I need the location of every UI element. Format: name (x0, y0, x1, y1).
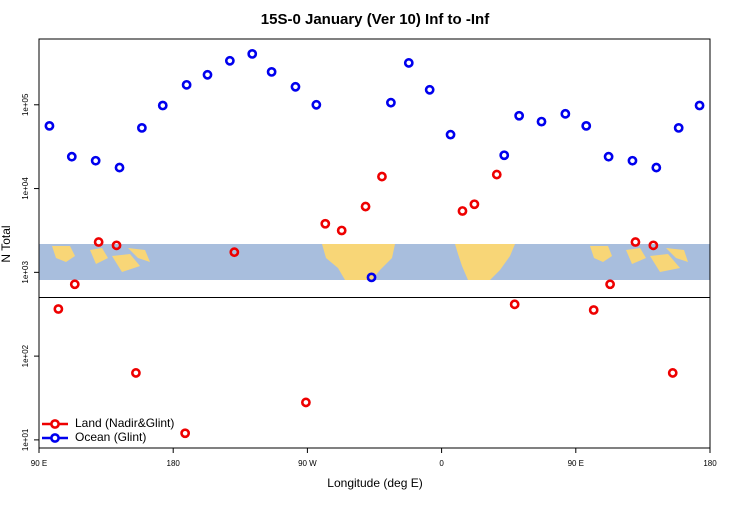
point (445, 129, 456, 140)
point (336, 225, 347, 236)
point (224, 55, 235, 66)
x-tick-label: 180 (703, 459, 717, 468)
point (588, 305, 599, 315)
point (266, 66, 277, 77)
point (603, 151, 614, 162)
point (157, 100, 168, 111)
x-tick-label: 90 E (568, 459, 584, 468)
point (648, 240, 659, 251)
point (536, 116, 547, 127)
point (627, 155, 638, 166)
point (90, 155, 101, 166)
plot-frame (38, 38, 711, 449)
point (320, 218, 331, 229)
legend-marker (50, 419, 60, 429)
point (247, 49, 258, 59)
x-tick-label: 0 (439, 459, 444, 468)
point (202, 69, 213, 80)
point (560, 108, 571, 119)
point (651, 162, 662, 173)
point (366, 272, 377, 283)
x-tick-label: 90 W (298, 459, 317, 468)
point (694, 100, 705, 111)
point (667, 368, 678, 378)
chart-title: 15S-0 January (Ver 10) Inf to -Inf (261, 11, 490, 28)
point (509, 299, 520, 310)
point (377, 171, 387, 182)
point (44, 120, 55, 131)
point (66, 151, 77, 162)
legend-marker (50, 433, 60, 443)
point (111, 240, 122, 251)
y-tick-label: 1e+04 (21, 177, 30, 200)
point (605, 279, 615, 290)
point (360, 201, 371, 212)
x-axis-label: Longitude (deg E) (327, 476, 422, 490)
x-tick-label: 180 (167, 459, 181, 468)
point (131, 368, 141, 378)
y-tick-label: 1e+01 (21, 428, 30, 451)
point (301, 397, 311, 408)
point (136, 122, 147, 133)
y-tick-label: 1e+02 (21, 344, 30, 367)
point (93, 237, 104, 247)
point (499, 150, 510, 161)
point (457, 206, 468, 216)
point (630, 237, 641, 247)
point (53, 304, 64, 314)
y-axis-label: N Total (0, 225, 13, 262)
x-tick-label: 90 E (31, 459, 47, 468)
point (514, 110, 525, 121)
point (229, 247, 240, 258)
point (290, 81, 301, 92)
point (181, 79, 192, 90)
y-tick-label: 1e+03 (21, 261, 30, 284)
point (69, 279, 80, 290)
point (491, 169, 502, 180)
point (311, 99, 322, 110)
y-tick-label: 1e+05 (21, 93, 30, 116)
point (581, 120, 592, 131)
point (180, 428, 191, 439)
point (114, 162, 125, 173)
point (673, 122, 684, 133)
point (469, 199, 480, 210)
point (403, 58, 414, 68)
point (424, 84, 435, 95)
point (386, 97, 396, 108)
legend-label: Ocean (Glint) (75, 430, 146, 444)
legend-label: Land (Nadir&Glint) (75, 416, 174, 430)
